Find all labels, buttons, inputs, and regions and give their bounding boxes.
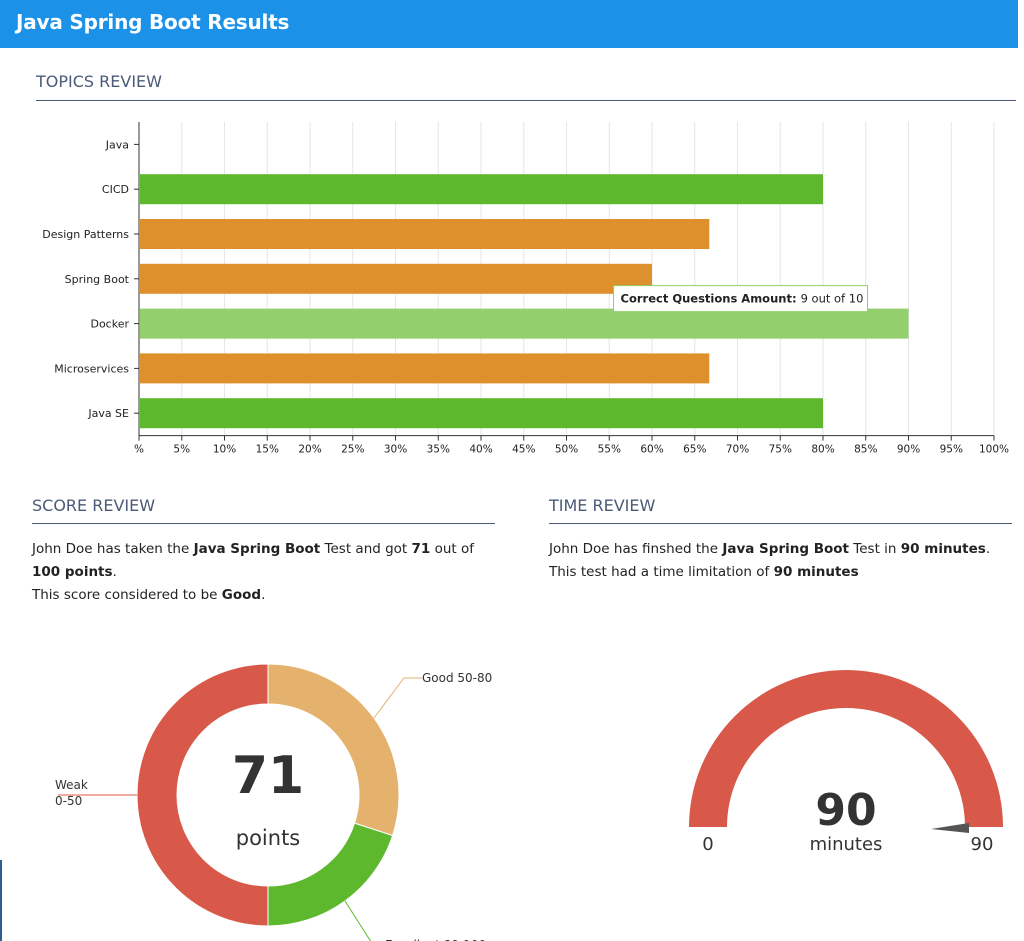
bar-design-patterns [140, 219, 710, 249]
time-text-2: Test in [849, 541, 901, 557]
x-tick-label: 5% [173, 444, 190, 456]
bar-spring-boot [140, 263, 652, 294]
bar-docker [140, 308, 909, 339]
score-grade: Good [221, 587, 262, 603]
right-edge-strip [1018, 0, 1024, 941]
x-tick-label: 95% [940, 444, 963, 456]
x-tick-label: 50% [555, 444, 578, 456]
time-limit: 90 minutes [773, 564, 859, 580]
score-text-3: out of [430, 541, 475, 557]
score-total: 100 points [32, 564, 113, 580]
x-tick-label: 65% [683, 444, 706, 456]
callout-line-good [373, 677, 422, 719]
score-text-4: . [112, 564, 117, 580]
x-tick-label: 85% [854, 444, 877, 456]
topics-divider [36, 100, 1016, 101]
gauge-arc [689, 670, 1003, 827]
time-test-name: Java Spring Boot [722, 541, 849, 557]
x-tick-label: 40% [469, 444, 492, 456]
time-review-title: TIME REVIEW [549, 496, 656, 515]
callout-label-weak-range: 0-50 [55, 794, 82, 808]
x-tick-label: 90% [897, 444, 920, 456]
gauge-value: 90 [815, 785, 876, 836]
score-value: 71 [411, 541, 431, 557]
y-tick-label-cicd: CICD [102, 183, 129, 196]
x-tick-label: 20% [298, 444, 321, 456]
score-test-name: Java Spring Boot [193, 541, 321, 557]
x-tick-label: 80% [811, 444, 834, 456]
time-text-3: . [985, 541, 991, 557]
time-summary: John Doe has finshed the Java Spring Boo… [549, 538, 1019, 584]
tooltip-label: Correct Questions Amount: [621, 292, 801, 306]
page-title: Java Spring Boot Results [16, 10, 290, 34]
y-tick-label-design-patterns: Design Patterns [42, 228, 129, 241]
score-text-2: Test and got [320, 541, 412, 557]
left-edge-marker [0, 860, 2, 941]
gauge-unit-label: minutes [810, 834, 883, 855]
callout-label-good: Good 50-80 [422, 671, 492, 685]
topics-review-title: TOPICS REVIEW [36, 72, 162, 91]
time-divider [549, 523, 1012, 524]
x-tick-label: 60% [640, 444, 663, 456]
time-text-4: This test had a time limitation of [549, 564, 774, 580]
gauge-pointer [931, 823, 969, 833]
score-text-6: . [261, 587, 266, 603]
x-tick-label: 45% [512, 444, 535, 456]
header-bar: Java Spring Boot Results [0, 0, 1018, 48]
y-tick-label-microservices: Microservices [54, 362, 129, 375]
y-tick-label-java: Java [105, 138, 129, 151]
donut-center-label: points [236, 826, 301, 850]
callout-label-excellent: Excellent 80-100 [385, 938, 486, 941]
donut-center-value: 71 [232, 746, 304, 806]
tooltip-value: 9 out of 10 [801, 292, 864, 306]
x-tick-label: 100% [979, 444, 1009, 456]
x-tick-label: 35% [427, 444, 450, 456]
y-tick-label-spring-boot: Spring Boot [65, 273, 130, 286]
tooltip-box [613, 285, 869, 313]
x-tick-label: 70% [726, 444, 749, 456]
score-donut-chart: Good 50-80 Excellent 80-100 Weak 0-50 71 poin… [55, 663, 492, 941]
time-text-1: John Doe has finshed the [549, 541, 723, 557]
y-tick-label-docker: Docker [90, 318, 129, 331]
gauge-min-label: 0 [702, 834, 713, 855]
callout-line-excellent [344, 900, 372, 941]
time-taken: 90 minutes [900, 541, 986, 557]
x-tick-label: 10% [213, 444, 236, 456]
x-tick-label: 15% [256, 444, 279, 456]
x-tick-label: 55% [598, 444, 621, 456]
score-text-5: This score considered to be [32, 587, 222, 603]
slice-weak [136, 663, 269, 927]
x-tick-label: 30% [384, 444, 407, 456]
bar-microservices [140, 353, 710, 384]
y-tick-label-java-se: Java SE [87, 407, 129, 420]
score-divider [32, 523, 495, 524]
bar-java-se [140, 398, 823, 429]
tooltip-text: Correct Questions Amount: 9 out of 10 [621, 292, 864, 306]
bar-cicd [140, 174, 823, 205]
score-review-title: SCORE REVIEW [32, 496, 156, 515]
x-tick-label: 75% [769, 444, 792, 456]
score-summary: John Doe has taken the Java Spring Boot … [32, 538, 502, 607]
x-tick-label: 25% [341, 444, 364, 456]
gauge-max-label: 90 [971, 834, 994, 855]
x-tick-label: % [134, 444, 144, 456]
chart-tooltip: Correct Questions Amount: 9 out of 10 [613, 285, 869, 313]
callout-label-weak: Weak [55, 778, 88, 792]
score-text-1: John Doe has taken the [32, 541, 194, 557]
topics-bar-chart: % 5% 10% 15% 20% 25% 30% 35% 40% 45% 50% 55% 60% 65% 7… [42, 122, 1009, 456]
